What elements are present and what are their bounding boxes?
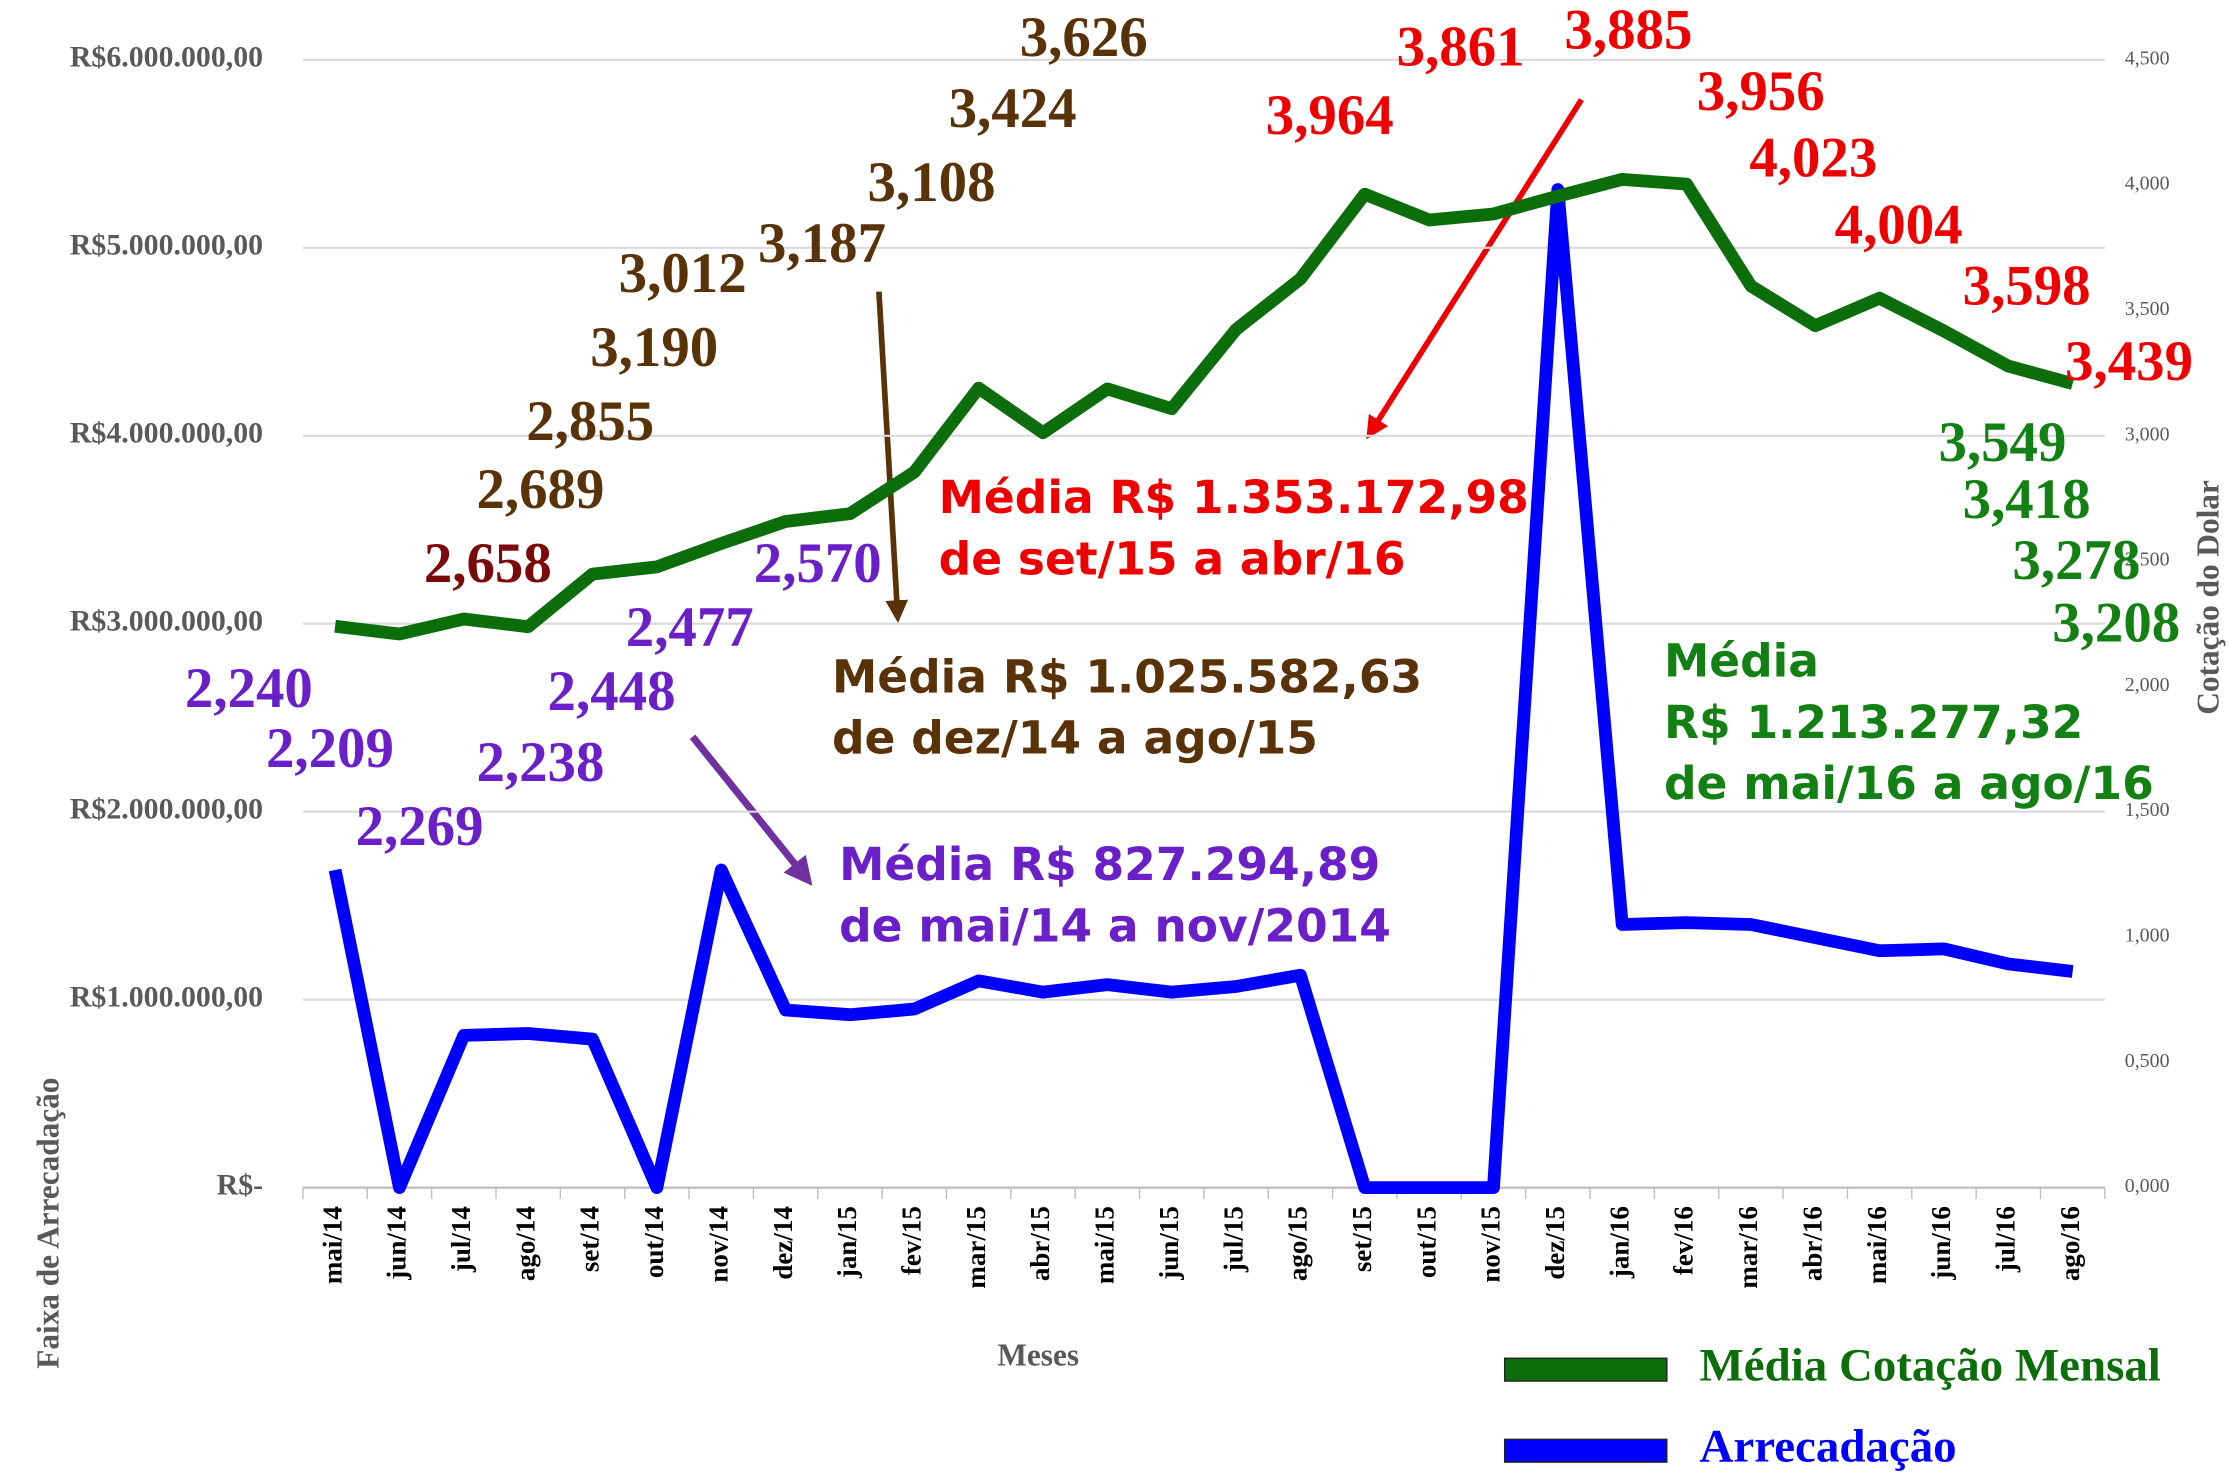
y2-tick-label: 0,500	[2125, 1050, 2170, 1072]
y-axis-title: Faixa de Arrecadação	[30, 1078, 65, 1369]
annotation: Média	[1664, 635, 1819, 688]
x-tick-label: dez/15	[1540, 1206, 1570, 1280]
data-label: 3,439	[2065, 330, 2193, 393]
x-tick-label: set/14	[575, 1206, 605, 1272]
y-tick-label: R$-	[217, 1168, 263, 1201]
x-tick-label: abr/16	[1797, 1206, 1827, 1281]
data-label: 3,278	[2012, 529, 2140, 592]
x-tick-label: ago/16	[2055, 1206, 2085, 1281]
annotation: de mai/14 a nov/2014	[839, 899, 1391, 952]
y-tick-label: R$2.000.000,00	[70, 793, 263, 826]
legend-label: Média Cotação Mensal	[1700, 1339, 2161, 1391]
y2-tick-label: 1,000	[2125, 925, 2170, 947]
data-label: 3,108	[868, 151, 996, 214]
data-label: 3,187	[758, 212, 886, 275]
y2-tick-label: 1,500	[2125, 799, 2170, 821]
arrow	[1366, 98, 1584, 440]
x-axis-title: Meses	[997, 1337, 1079, 1372]
data-label: 2,570	[754, 532, 882, 595]
data-label: 4,023	[1749, 127, 1877, 190]
legend-label: Arrecadação	[1700, 1420, 1957, 1472]
x-tick-label: out/15	[1411, 1206, 1441, 1278]
data-label: 2,238	[476, 731, 604, 794]
data-label: 4,004	[1835, 194, 1963, 257]
y-tick-label: R$6.000.000,00	[70, 41, 263, 74]
arrow	[876, 291, 909, 623]
x-tick-label: mai/14	[317, 1206, 347, 1284]
data-label: 3,598	[1963, 255, 2091, 318]
annotation: Média R$ 1.025.582,63	[832, 650, 1422, 703]
x-tick-label: mar/15	[961, 1206, 991, 1289]
data-label: 3,418	[1963, 468, 2091, 531]
annotation: de set/15 a abr/16	[939, 532, 1406, 585]
data-label: 3,964	[1266, 84, 1394, 147]
x-tick-label: fev/15	[896, 1206, 926, 1275]
data-label: 2,209	[266, 717, 394, 780]
x-tick-label: mar/16	[1733, 1206, 1763, 1289]
x-tick-label: mai/16	[1862, 1206, 1892, 1284]
y-tick-label: R$4.000.000,00	[70, 417, 263, 450]
legend-swatch	[1503, 1438, 1668, 1463]
x-tick-label: dez/14	[768, 1206, 798, 1280]
annotation: Média R$ 827.294,89	[839, 838, 1380, 891]
legend-swatch	[1503, 1357, 1668, 1382]
series-line	[328, 183, 2074, 1195]
y-tick-label: R$3.000.000,00	[70, 605, 263, 638]
x-tick-label: jul/15	[1218, 1206, 1248, 1273]
data-label: 2,689	[476, 458, 604, 521]
x-tick-label: jun/15	[1154, 1206, 1184, 1281]
annotation: de dez/14 a ago/15	[832, 712, 1318, 765]
y2-tick-label: 3,000	[2125, 423, 2170, 445]
x-tick-label: jun/16	[1926, 1206, 1956, 1281]
data-label: 3,885	[1564, 0, 1692, 62]
y-tick-label: R$5.000.000,00	[70, 229, 263, 262]
data-label: 3,208	[2052, 592, 2180, 655]
data-label: 3,626	[1020, 6, 1148, 69]
data-label: 3,549	[1938, 411, 2066, 474]
y2-tick-label: 4,000	[2125, 173, 2170, 195]
y-tick-label: R$1.000.000,00	[70, 981, 263, 1014]
x-tick-label: jan/16	[1604, 1206, 1634, 1279]
y2-tick-label: 0,000	[2125, 1175, 2170, 1197]
y2-tick-label: 3,500	[2125, 298, 2170, 320]
y2-axis-title: Cotação do Dolar	[2191, 480, 2226, 715]
y2-tick-label: 2,000	[2125, 674, 2170, 696]
data-label: 2,855	[526, 390, 654, 453]
annotation: Média R$ 1.353.172,98	[939, 471, 1529, 524]
x-tick-label: mai/15	[1090, 1206, 1120, 1284]
x-tick-label: set/15	[1347, 1206, 1377, 1272]
data-label: 2,448	[548, 660, 676, 723]
x-tick-label: jul/16	[1991, 1206, 2021, 1273]
annotation: R$ 1.213.277,32	[1664, 696, 2083, 749]
data-label: 3,424	[949, 77, 1077, 140]
data-label: 2,269	[356, 795, 484, 858]
data-label: 3,861	[1397, 16, 1525, 79]
x-tick-label: nov/15	[1476, 1206, 1506, 1283]
data-label: 3,956	[1697, 60, 1825, 123]
y2-tick-label: 2,500	[2125, 549, 2170, 571]
y2-tick-label: 4,500	[2125, 47, 2170, 69]
data-label: 2,240	[185, 657, 313, 720]
x-tick-label: ago/14	[510, 1206, 540, 1281]
x-tick-label: abr/15	[1025, 1206, 1055, 1281]
data-label: 2,658	[424, 532, 552, 595]
data-label: 3,190	[590, 316, 718, 379]
data-label: 3,012	[619, 242, 747, 305]
annotation: de mai/16 a ago/16	[1664, 757, 2154, 810]
x-tick-label: jul/14	[446, 1206, 476, 1273]
x-tick-label: jun/14	[382, 1206, 412, 1281]
x-tick-label: fev/16	[1669, 1206, 1699, 1275]
x-tick-label: jan/15	[832, 1206, 862, 1279]
data-label: 2,477	[626, 596, 754, 659]
arrow	[689, 734, 813, 886]
x-tick-label: ago/15	[1283, 1206, 1313, 1281]
series-line	[334, 172, 2075, 641]
x-tick-label: out/14	[639, 1206, 669, 1278]
x-tick-label: nov/14	[703, 1206, 733, 1283]
